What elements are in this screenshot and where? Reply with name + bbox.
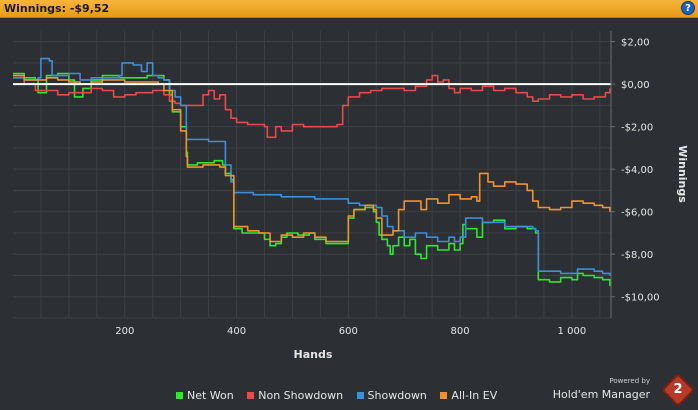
- winnings-chart: $2,00 $0,00 -$2,00 -$4,00 -$6,00 -$8,00 -$10,0…: [13, 31, 689, 361]
- x-tick-label: 1 000: [558, 326, 587, 337]
- legend-swatch: [356, 392, 364, 399]
- legend-swatch: [440, 392, 448, 399]
- series-line-non-showdown: [13, 74, 611, 139]
- y-tick-label: -$10,00: [621, 293, 660, 304]
- chart-axes: $2,00 $0,00 -$2,00 -$4,00 -$6,00 -$8,00 -$10,0…: [115, 31, 660, 337]
- legend-label: Non Showdown: [258, 389, 344, 402]
- powered-by-text: Powered by: [609, 377, 650, 385]
- y-tick-label: -$2,00: [621, 123, 653, 134]
- y-tick-label: -$4,00: [621, 165, 653, 176]
- help-icon[interactable]: ?: [681, 1, 695, 15]
- legend-item-non-showdown[interactable]: Non Showdown: [247, 389, 343, 402]
- y-axis-label: Winnings: [676, 145, 689, 203]
- brand-block: Powered by Hold'em Manager 2: [550, 373, 695, 407]
- series-line-showdown: [13, 57, 611, 276]
- holdem-manager-logo-icon: 2: [661, 373, 695, 407]
- y-tick-label: $0,00: [621, 80, 650, 91]
- brand-name: Hold'em Manager: [552, 388, 650, 401]
- x-tick-label: 600: [339, 326, 358, 337]
- chart-legend: Net Won Non Showdown Showdown All-In EV: [176, 389, 507, 402]
- legend-label: Showdown: [367, 389, 427, 402]
- legend-item-all-in-ev[interactable]: All-In EV: [440, 389, 497, 402]
- x-tick-label: 200: [115, 326, 134, 337]
- x-tick-label: 800: [451, 326, 470, 337]
- y-tick-label: $2,00: [621, 38, 650, 49]
- y-tick-label: -$6,00: [621, 208, 653, 219]
- x-axis-label: Hands: [294, 348, 333, 361]
- legend-item-showdown[interactable]: Showdown: [356, 389, 427, 402]
- winnings-title: Winnings: -$9,52: [4, 2, 110, 15]
- legend-label: Net Won: [187, 389, 234, 402]
- x-tick-label: 400: [227, 326, 246, 337]
- title-bar: Winnings: -$9,52 ?: [0, 0, 698, 18]
- plot-area: [13, 31, 611, 318]
- legend-swatch: [176, 392, 183, 399]
- chart-grid: [13, 31, 611, 319]
- y-tick-label: -$8,00: [621, 250, 653, 261]
- legend-swatch: [247, 392, 255, 399]
- legend-label: All-In EV: [451, 389, 498, 402]
- legend-item-net-won[interactable]: Net Won: [176, 389, 234, 402]
